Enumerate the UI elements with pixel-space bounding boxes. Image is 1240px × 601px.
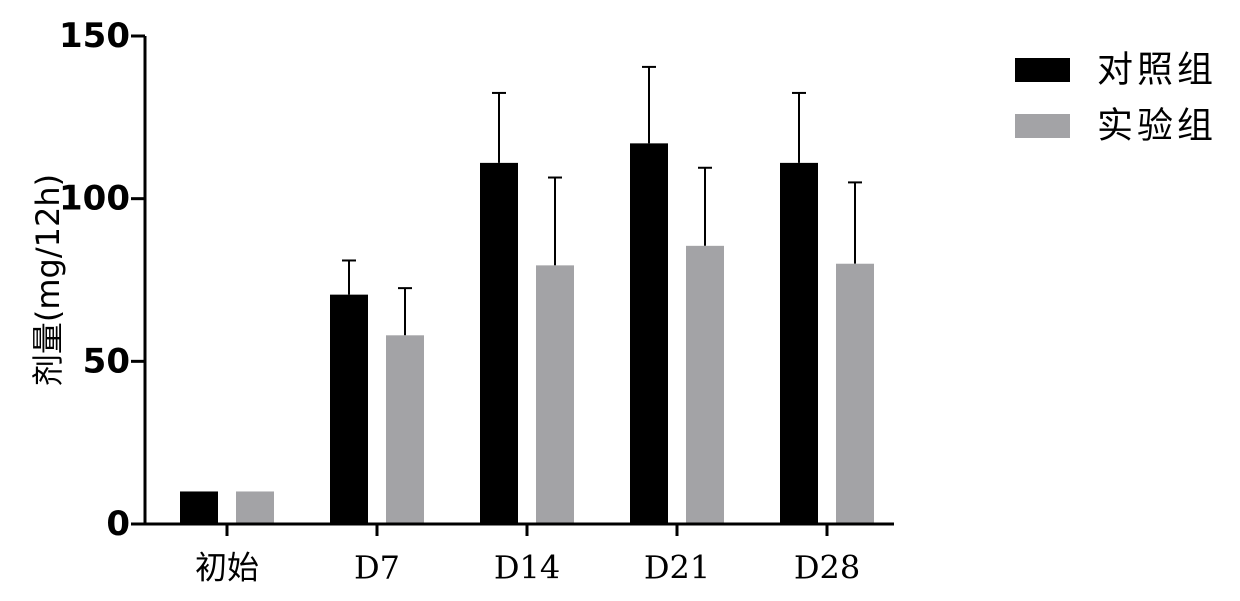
bar-control-1 (330, 294, 368, 524)
bar-control-2 (480, 162, 518, 524)
bar-control-0 (180, 491, 218, 524)
y-axis-title: 剂量(mg/12h) (29, 174, 67, 386)
x-tick-label: D28 (794, 549, 860, 587)
bar-experiment-3 (686, 245, 724, 524)
bar-control-4 (780, 162, 818, 524)
bar-experiment-2 (536, 265, 574, 524)
bars (180, 143, 874, 525)
bar-experiment-4 (836, 263, 874, 524)
x-tick-label: D14 (494, 549, 560, 587)
legend-swatch-control (1015, 58, 1070, 82)
bar-experiment-1 (386, 335, 424, 524)
x-tick-label: D7 (354, 549, 400, 587)
bar-control-3 (630, 143, 668, 525)
y-tick-label: 150 (59, 16, 130, 56)
y-ticks: 0 50 100 150 (59, 16, 145, 544)
y-tick-label: 100 (59, 179, 130, 219)
legend-swatch-experiment (1015, 114, 1070, 138)
x-tick-label: 初始 (195, 549, 259, 587)
legend-label-experiment: 实验组 (1097, 106, 1217, 147)
y-tick-label: 0 (106, 504, 130, 544)
x-ticks: 初始 D7 D14 D21 D28 (195, 524, 860, 587)
legend-label-control: 对照组 (1097, 50, 1217, 91)
error-bars (342, 65, 862, 336)
y-tick-label: 50 (83, 341, 130, 381)
axes (143, 36, 894, 526)
bar-experiment-0 (236, 491, 274, 524)
x-tick-label: D21 (644, 549, 710, 587)
